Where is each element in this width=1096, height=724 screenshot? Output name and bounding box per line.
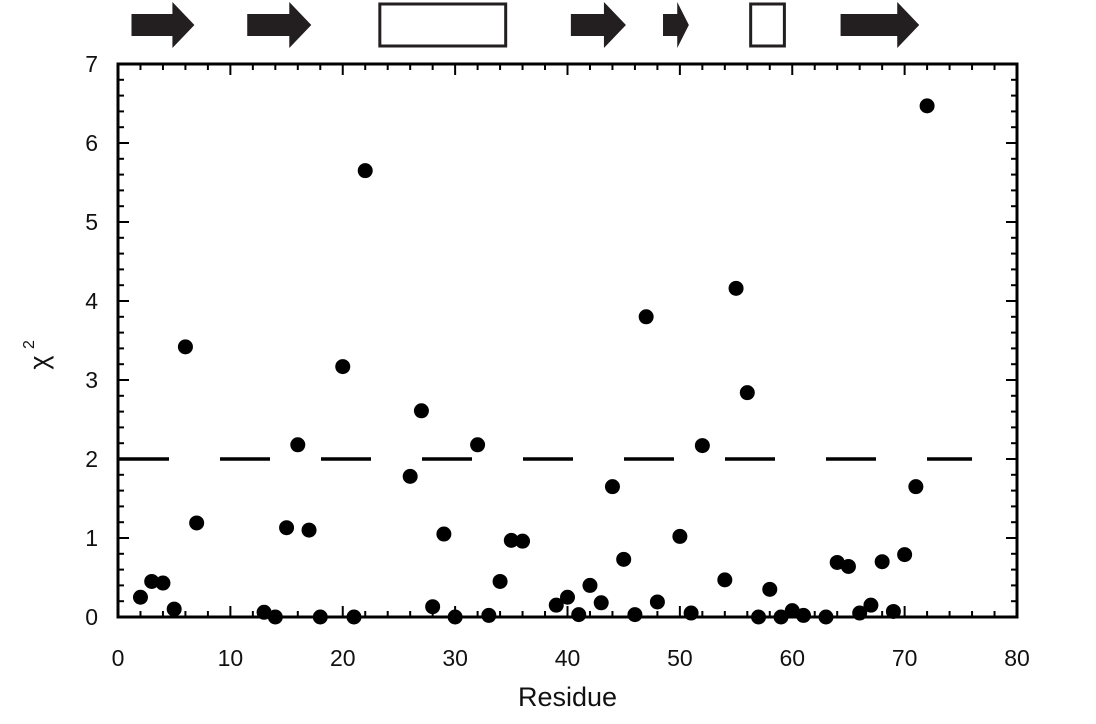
strand-arrow bbox=[247, 2, 312, 48]
data-point bbox=[492, 573, 508, 589]
strand-arrow bbox=[840, 2, 920, 48]
data-point bbox=[840, 558, 856, 574]
strand-arrow bbox=[131, 2, 195, 48]
data-point bbox=[795, 607, 811, 623]
data-point bbox=[649, 594, 665, 610]
x-tick-label: 70 bbox=[892, 645, 918, 671]
y-axis-title-superscript: 2 bbox=[21, 340, 38, 349]
data-point bbox=[290, 437, 306, 453]
helix-box bbox=[749, 2, 786, 48]
data-point bbox=[885, 603, 901, 619]
helix-box bbox=[378, 2, 508, 48]
data-point bbox=[694, 438, 710, 454]
data-point bbox=[357, 163, 373, 179]
x-tick-label: 40 bbox=[555, 645, 581, 671]
secondary-structure-track bbox=[131, 2, 920, 48]
x-axis-title: Residue bbox=[518, 682, 617, 712]
data-points bbox=[132, 98, 935, 625]
data-point bbox=[717, 572, 733, 588]
data-point bbox=[672, 528, 688, 544]
y-axis-title: χ bbox=[24, 355, 54, 369]
y-tick-label: 6 bbox=[85, 130, 98, 156]
data-point bbox=[560, 589, 575, 605]
data-point bbox=[863, 597, 879, 613]
data-point bbox=[571, 607, 587, 623]
y-tick-label: 0 bbox=[85, 604, 98, 630]
strand-arrow bbox=[570, 2, 626, 48]
data-point bbox=[413, 403, 429, 419]
data-point bbox=[436, 526, 452, 542]
data-point bbox=[470, 437, 486, 453]
data-point bbox=[301, 522, 317, 538]
data-point bbox=[739, 385, 755, 401]
axis-ticks bbox=[117, 63, 1018, 618]
data-point bbox=[166, 601, 182, 617]
y-tick-label: 1 bbox=[85, 525, 98, 551]
data-point bbox=[515, 533, 531, 549]
x-tick-label: 50 bbox=[667, 645, 693, 671]
data-point bbox=[132, 589, 148, 605]
x-tick-labels: 0 10 20 30 40 50 60 70 80 bbox=[112, 645, 1030, 671]
data-point bbox=[874, 554, 890, 570]
y-tick-label: 5 bbox=[85, 209, 98, 235]
data-point bbox=[638, 309, 654, 325]
data-point bbox=[503, 532, 519, 548]
data-point bbox=[604, 479, 620, 495]
x-tick-label: 20 bbox=[330, 645, 356, 671]
data-point bbox=[177, 339, 193, 355]
y-tick-labels: 0 1 2 3 4 5 6 7 bbox=[85, 51, 98, 630]
data-point bbox=[593, 595, 609, 611]
x-tick-label: 0 bbox=[112, 645, 125, 671]
x-tick-label: 30 bbox=[442, 645, 468, 671]
data-point bbox=[582, 577, 598, 593]
data-point bbox=[279, 520, 295, 536]
data-point bbox=[897, 547, 913, 563]
y-axis-title-group: χ 2 bbox=[21, 340, 54, 370]
strand-arrow bbox=[663, 2, 689, 48]
data-point bbox=[481, 607, 497, 623]
data-point bbox=[908, 479, 924, 495]
y-tick-label: 3 bbox=[85, 367, 98, 393]
data-point bbox=[728, 280, 744, 296]
data-point bbox=[402, 468, 418, 484]
data-point bbox=[155, 575, 171, 591]
plot-frame bbox=[116, 62, 1019, 619]
y-tick-label: 7 bbox=[85, 51, 98, 77]
x-tick-label: 60 bbox=[779, 645, 805, 671]
data-point bbox=[762, 581, 778, 597]
data-point bbox=[548, 597, 564, 613]
y-tick-label: 4 bbox=[85, 288, 98, 314]
data-point bbox=[189, 515, 205, 531]
data-point bbox=[144, 573, 160, 589]
data-point bbox=[335, 359, 351, 375]
data-point bbox=[616, 551, 632, 567]
data-point bbox=[919, 98, 935, 114]
x-tick-label: 10 bbox=[218, 645, 244, 671]
y-tick-label: 2 bbox=[85, 446, 98, 472]
x-tick-label: 80 bbox=[1004, 645, 1030, 671]
data-point bbox=[425, 599, 441, 615]
